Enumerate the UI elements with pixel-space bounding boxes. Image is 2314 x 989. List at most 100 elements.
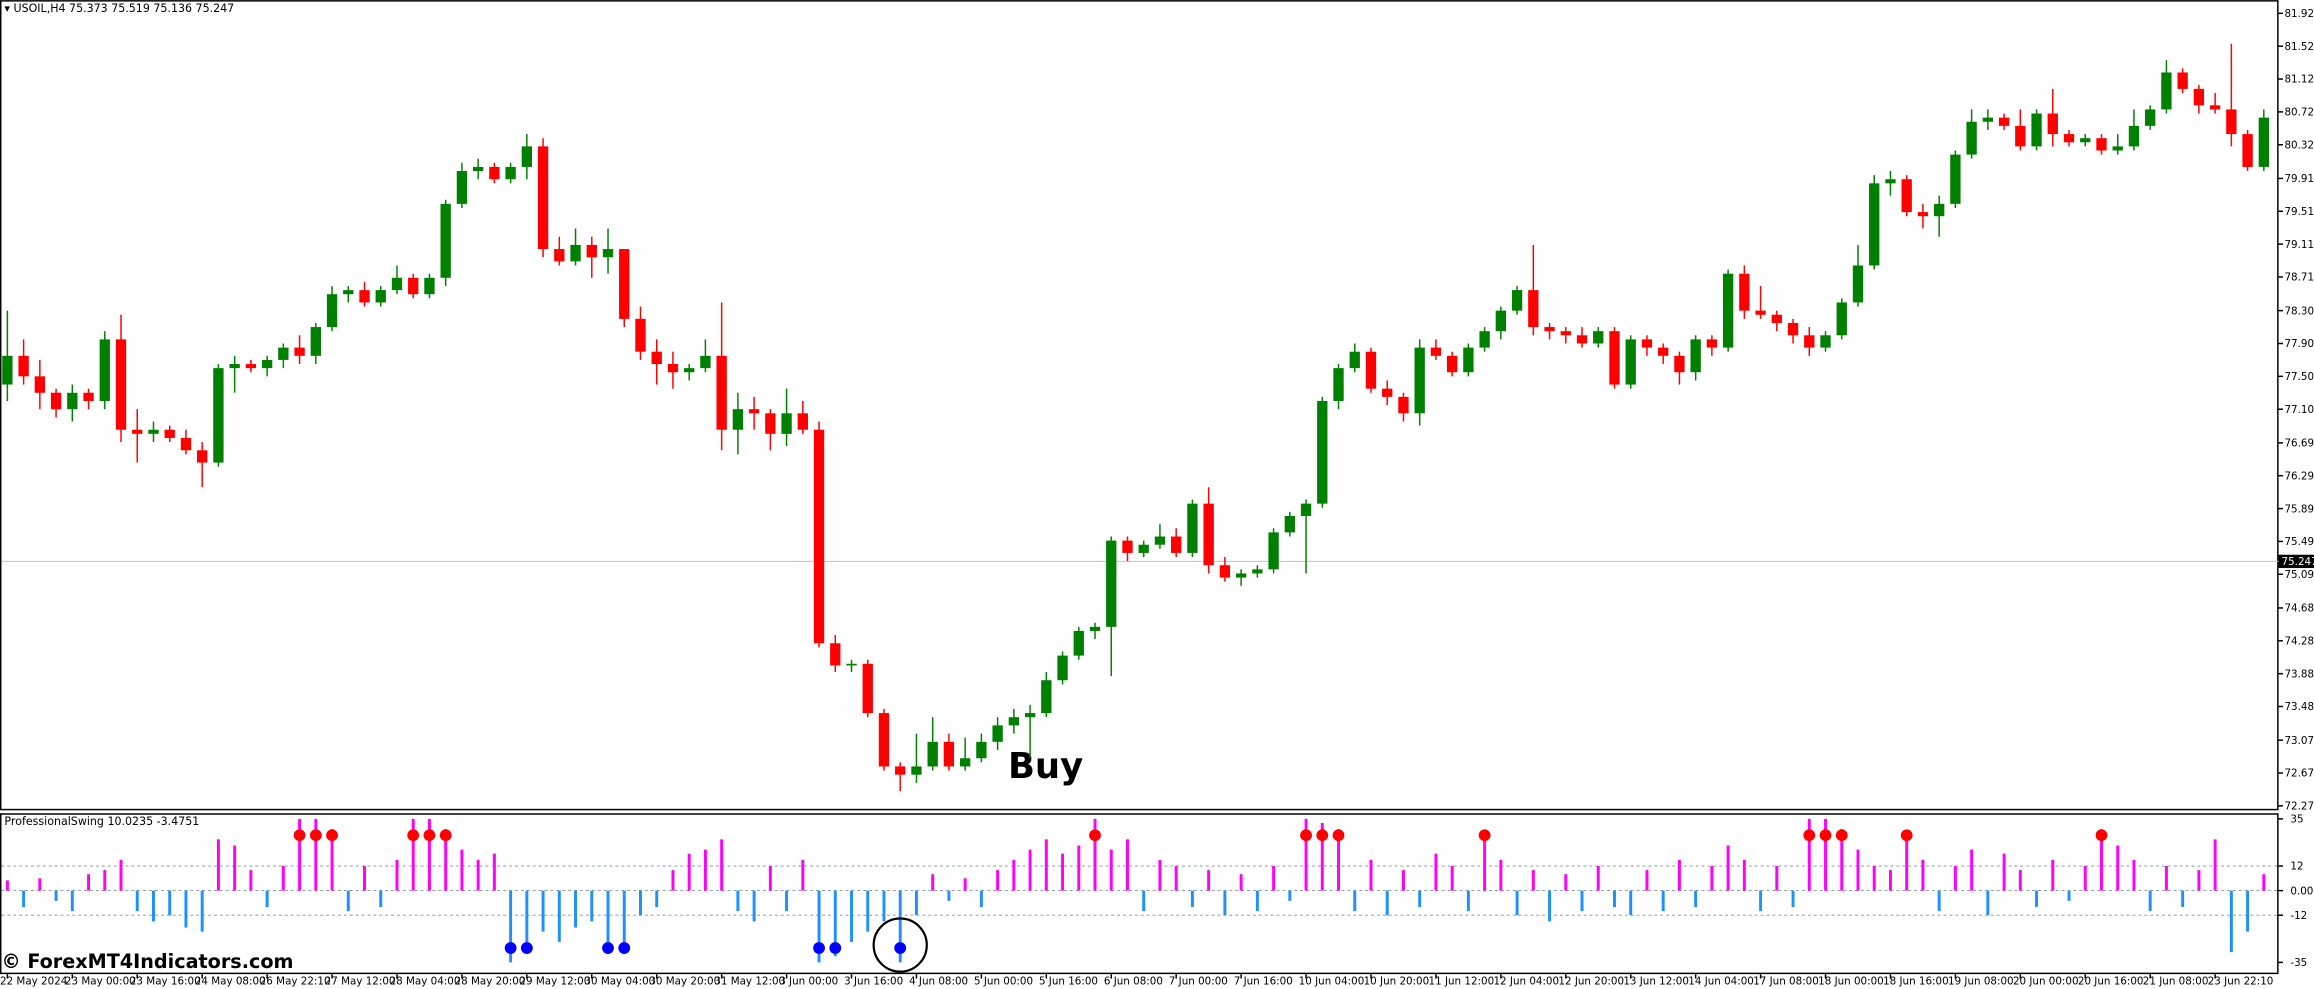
candle-body xyxy=(1787,322,1799,336)
y-tick-label: 72.270 xyxy=(2284,801,2314,813)
candle-body xyxy=(326,294,338,328)
x-tick-label: 31 May 12:00 xyxy=(714,975,785,987)
candle-body xyxy=(343,290,354,295)
candle-body xyxy=(1674,355,1685,373)
candle-body xyxy=(976,741,987,759)
candle-body xyxy=(765,413,776,434)
candle-body xyxy=(1576,335,1588,344)
candle-body xyxy=(2242,134,2253,167)
candle-body xyxy=(1641,339,1653,348)
x-tick-label: 7 Jun 16:00 xyxy=(1234,975,1293,987)
candle-body xyxy=(197,450,208,463)
candle-body xyxy=(1950,154,1961,204)
x-tick-label: 30 May 20:00 xyxy=(649,975,720,987)
buy-signal xyxy=(813,942,825,954)
x-tick-label: 21 Jun 08:00 xyxy=(2143,975,2209,987)
candle-body xyxy=(2258,117,2269,167)
candle-body xyxy=(1203,503,1214,566)
candle-body xyxy=(813,429,825,644)
highlight-circle xyxy=(872,917,928,973)
candle-body xyxy=(408,277,419,295)
candle-body xyxy=(1089,626,1101,631)
candle-body xyxy=(1560,331,1571,336)
candle-body xyxy=(619,249,630,319)
candle-body xyxy=(294,347,305,356)
candle-body xyxy=(2209,105,2221,110)
x-tick-label: 4 Jun 08:00 xyxy=(909,975,968,987)
candle-body xyxy=(375,290,386,303)
y-tick-label: 80.320 xyxy=(2284,139,2314,151)
candle-body xyxy=(2096,138,2107,151)
candle-body xyxy=(1998,117,2010,126)
candle-body xyxy=(1690,339,1701,373)
candle-body xyxy=(424,277,435,295)
y-tick-label: 77.900 xyxy=(2284,338,2314,350)
candle-body xyxy=(2015,125,2026,147)
candle-body xyxy=(635,318,646,352)
candle-body xyxy=(1073,630,1084,656)
candle-body xyxy=(1625,339,1636,385)
sell-signal xyxy=(1332,829,1345,842)
candle-body xyxy=(2063,134,2075,143)
x-tick-label: 10 Jun 04:00 xyxy=(1299,975,1365,987)
candle-body xyxy=(1057,655,1068,681)
y-tick-label: 73.480 xyxy=(2284,701,2314,713)
x-tick-label: 6 Jun 08:00 xyxy=(1104,975,1163,987)
candle-body xyxy=(261,359,273,369)
candle-body xyxy=(1398,396,1409,414)
candle-body xyxy=(50,392,62,410)
candle-body xyxy=(602,249,614,258)
x-tick-label: 24 May 08:00 xyxy=(195,975,266,987)
candle-body xyxy=(1820,335,1831,348)
sell-signal xyxy=(1835,829,1848,842)
y-tick-label: -35 xyxy=(2290,957,2307,969)
candle-body xyxy=(667,364,679,373)
x-tick-label: 20 Jun 00:00 xyxy=(2013,975,2079,987)
candle-body xyxy=(1106,540,1117,627)
candle-body xyxy=(99,339,110,401)
candle-body xyxy=(2177,72,2188,89)
main-frame xyxy=(0,0,2279,811)
x-tick-label: 18 Jun 00:00 xyxy=(1818,975,1884,987)
buy-signal xyxy=(618,942,631,954)
candle-body xyxy=(115,339,127,430)
y-tick-label: 79.910 xyxy=(2284,173,2314,185)
candle-body xyxy=(1609,331,1620,385)
candle-body xyxy=(359,290,370,303)
candle-body xyxy=(1528,290,1539,328)
candle-body xyxy=(2080,138,2091,143)
candle-body xyxy=(1836,302,1847,336)
y-tick-label: 75.490 xyxy=(2284,536,2314,548)
candle-body xyxy=(67,392,78,410)
candle-body xyxy=(2193,88,2205,106)
candle-body xyxy=(1917,212,1929,217)
x-tick-label: 29 May 12:00 xyxy=(519,975,590,987)
candle-body xyxy=(456,171,468,204)
x-tick-label: 3 Jun 00:00 xyxy=(779,975,838,987)
candle-body xyxy=(278,347,289,360)
x-tick-label: 30 May 04:00 xyxy=(584,975,655,987)
x-tick-label: 23 Jun 22:10 xyxy=(2208,975,2274,987)
candle-body xyxy=(505,166,516,180)
candle-body xyxy=(1739,273,1750,311)
candle-body xyxy=(959,758,971,767)
candle-body xyxy=(1154,536,1166,545)
candle-body xyxy=(1804,335,1815,348)
y-tick-label: 75.890 xyxy=(2284,503,2314,515)
candle-body xyxy=(1300,503,1312,516)
candle-body xyxy=(148,429,159,434)
candle-body xyxy=(521,146,533,167)
candle-body xyxy=(1463,347,1474,373)
candle-body xyxy=(943,741,955,767)
candle-body xyxy=(732,409,744,430)
x-tick-label: 26 May 22:10 xyxy=(260,975,331,987)
candle-body xyxy=(1982,117,1994,122)
candle-body xyxy=(391,277,403,291)
candle-body xyxy=(586,244,597,258)
buy-signal xyxy=(602,942,614,954)
buy-signal xyxy=(829,942,842,954)
candle-body xyxy=(1333,368,1344,401)
y-tick-label: 81.920 xyxy=(2284,8,2314,20)
